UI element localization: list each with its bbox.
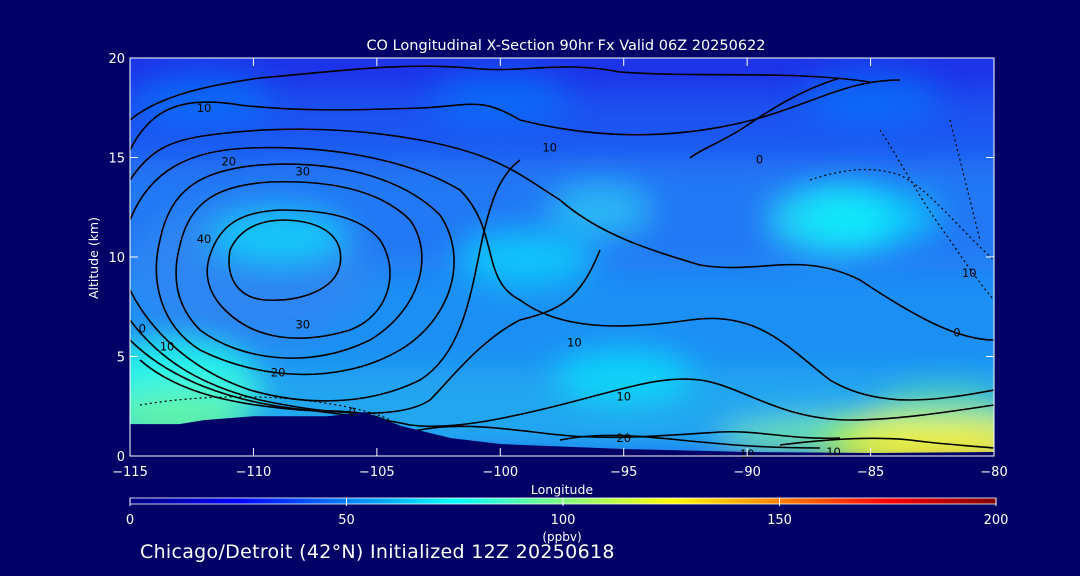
terrain-mask — [130, 412, 994, 456]
x-tick-label-6: −85 — [857, 465, 884, 480]
y-axis-label: Altitude (km) — [86, 217, 101, 299]
concentration-field — [130, 58, 994, 456]
field-sample-3 — [208, 209, 349, 266]
contour-label-8: 0 — [349, 405, 356, 419]
negative-contour-lines — [139, 119, 994, 421]
contour-label-9: 10 — [542, 141, 557, 155]
contour-label-1: 20 — [221, 154, 236, 168]
x-tick-label-5: −90 — [733, 465, 760, 480]
colorbar: 0 50 100 150 200 (ppbv) — [126, 497, 1009, 544]
x-tick-label-0: −115 — [112, 465, 148, 480]
contour-label-11: 10 — [567, 336, 582, 350]
contour-label-5: 20 — [271, 365, 286, 379]
contour-label-0: 10 — [197, 101, 212, 115]
colorbar-ticks: 0 50 100 150 200 — [126, 498, 1009, 528]
x-axis: −115 −110 −105 −100 −95 −90 −85 −80 — [112, 58, 1008, 480]
field-sample-4 — [454, 229, 595, 285]
x-tick-label-2: −105 — [359, 465, 395, 480]
contour-label-2: 30 — [295, 164, 310, 178]
x-tick-label-1: −110 — [236, 465, 272, 480]
x-tick-label-4: −95 — [610, 465, 637, 480]
run-info-footer: Chicago/Detroit (42°N) Initialized 12Z 2… — [140, 541, 615, 563]
y-axis: 0 5 10 15 20 — [108, 52, 994, 465]
field-sample-1 — [430, 69, 571, 126]
contour-label-17: 0 — [953, 326, 960, 340]
field-sample-2 — [800, 69, 941, 126]
x-tick-label-7: −80 — [980, 465, 1007, 480]
colorbar-tick-label-1: 50 — [338, 513, 355, 528]
colorbar-tick-label-2: 100 — [551, 513, 576, 528]
contour-label-15: 10 — [826, 445, 841, 459]
colorbar-tick-label-4: 200 — [984, 513, 1009, 528]
colorbar-unit-label: (ppbv) — [542, 530, 581, 544]
y-tick-label-4: 20 — [108, 52, 125, 67]
contour-label-12: 10 — [616, 389, 631, 403]
contour-label-3: 40 — [197, 232, 212, 246]
contour-lines — [130, 65, 994, 449]
y-tick-label-2: 10 — [108, 251, 125, 266]
field-sample-7 — [553, 348, 694, 405]
y-tick-label-0: 0 — [117, 450, 125, 465]
contour-label-10: 0 — [756, 152, 763, 166]
colorbar-tick-label-0: 0 — [126, 513, 134, 528]
x-axis-label: Longitude — [531, 482, 593, 497]
contour-label-6: 10 — [160, 340, 175, 354]
y-tick-label-1: 5 — [117, 351, 125, 366]
contour-label-4: 30 — [295, 318, 310, 332]
contour-label-16: 10 — [962, 266, 977, 280]
field-sample-5 — [800, 189, 941, 246]
y-tick-label-3: 15 — [108, 152, 125, 167]
x-tick-label-3: −100 — [482, 465, 518, 480]
field-sample-0 — [134, 69, 275, 126]
chart-title: CO Longitudinal X-Section 90hr Fx Valid … — [366, 38, 765, 54]
contour-label-13: 20 — [616, 431, 631, 445]
contour-label-7: 0 — [139, 322, 146, 336]
colorbar-tick-label-3: 150 — [767, 513, 792, 528]
